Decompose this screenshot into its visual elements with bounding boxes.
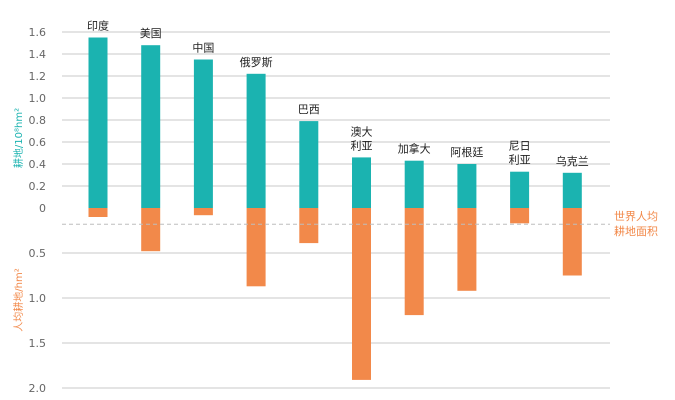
country-label: 尼日: [509, 140, 531, 153]
cropland-bar: [562, 172, 582, 208]
bars: [88, 37, 582, 380]
y-tick-label: 0.8: [29, 114, 47, 127]
country-label: 俄罗斯: [240, 56, 273, 69]
country-label: 乌克兰: [556, 154, 589, 168]
country-label: 利亚: [351, 139, 373, 152]
per-capita-bar: [193, 208, 213, 216]
country-label: 阿根廷: [450, 145, 483, 159]
y-tick-label: 1.0: [29, 92, 47, 105]
y-tick-label: 1.2: [29, 70, 47, 83]
cropland-bar: [88, 37, 108, 208]
country-label: 印度: [87, 19, 109, 33]
country-label: 中国: [192, 42, 214, 55]
bottom-axis-label: 人均耕地/hm²: [12, 268, 25, 331]
country-label: 巴西: [298, 103, 320, 116]
top-axis-label: 耕地/10⁸hm²: [12, 108, 25, 168]
y-tick-label: 0.2: [29, 180, 47, 193]
cropland-bar: [457, 164, 477, 208]
country-label: 美国: [140, 27, 162, 40]
y-tick-label: 0.5: [29, 247, 47, 260]
world-average-label: 耕地面积: [614, 224, 658, 238]
country-label: 加拿大: [398, 142, 431, 156]
y-tick-label: 2.0: [29, 382, 47, 395]
world-average-label: 世界人均: [614, 210, 658, 223]
cropland-bar: [246, 73, 266, 208]
per-capita-bar: [141, 208, 161, 252]
per-capita-bar: [246, 208, 266, 287]
y-tick-label: 0.4: [29, 158, 47, 171]
country-label: 澳大: [351, 124, 373, 138]
y-tick-label: 1.0: [29, 292, 47, 305]
cropland-bar: [404, 160, 424, 208]
per-capita-bar: [88, 208, 108, 217]
per-capita-bar: [457, 208, 477, 291]
per-capita-bar: [352, 208, 371, 380]
y-tick-label: 1.6: [29, 26, 47, 39]
per-capita-bar: [562, 208, 582, 276]
y-tick-label: 0: [39, 202, 46, 215]
cropland-bar: [352, 157, 371, 208]
per-capita-bar: [299, 208, 319, 244]
tick-labels: 0 0.2 0.4 0.6 0.8 1.0 1.2 1.4 1.6 0.5 1.0 1.5 2.0: [29, 26, 47, 395]
per-capita-bar: [404, 208, 424, 316]
per-capita-bar: [510, 208, 530, 224]
cropland-bar: [299, 121, 319, 208]
y-tick-label: 0.6: [29, 136, 47, 149]
cropland-bar: [510, 171, 530, 208]
cropland-bar: [193, 59, 213, 208]
y-tick-label: 1.5: [29, 337, 47, 350]
y-tick-label: 1.4: [29, 48, 47, 61]
cropland-bar: [141, 45, 161, 209]
country-label: 利亚: [509, 154, 531, 167]
